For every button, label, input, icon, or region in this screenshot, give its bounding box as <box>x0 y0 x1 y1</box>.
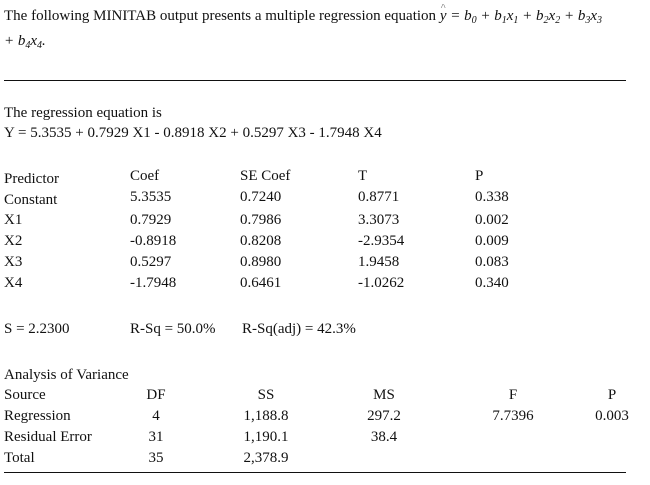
r-sq: R-Sq = 50.0% <box>130 321 216 337</box>
cell: 3.3073 <box>358 212 400 228</box>
intro-paragraph: The following MINITAB output presents a … <box>4 4 650 54</box>
cell: 4 <box>152 408 160 424</box>
table-row: Residual Error 31 1,190.1 38.4 <box>4 427 644 448</box>
y-hat-symbol: y <box>440 4 447 29</box>
cell: 35 <box>148 450 164 466</box>
cell: 1.9458 <box>358 254 400 270</box>
cell: 0.8771 <box>358 189 400 205</box>
cell: X3 <box>4 254 23 270</box>
cell: 0.8980 <box>240 254 282 270</box>
table-row: Total 35 2,378.9 <box>4 448 644 469</box>
cell: X2 <box>4 233 23 249</box>
r-sq-adj: R-Sq(adj) = 42.3% <box>242 321 356 337</box>
cell: 297.2 <box>367 408 401 424</box>
cell: Residual Error <box>4 429 92 445</box>
cell: Total <box>4 450 35 466</box>
cell: 0.7986 <box>240 212 282 228</box>
col-header: Predictor <box>4 171 59 187</box>
cell: 0.7929 <box>130 212 172 228</box>
cell: 31 <box>148 429 164 445</box>
cell: -1.7948 <box>130 275 177 291</box>
cell: 0.340 <box>475 275 509 291</box>
cell: 0.5297 <box>130 254 172 270</box>
equation-line1: = b0 + b1x1 + b2x2 + b3x3 <box>446 8 602 26</box>
regression-equation-block: The regression equation is Y = 5.3535 + … <box>4 103 382 143</box>
col-header: P <box>475 168 484 184</box>
table-row: Regression 4 1,188.8 297.2 7.7396 0.003 <box>4 406 644 427</box>
col-header: Coef <box>130 168 160 184</box>
cell: 7.7396 <box>492 408 534 424</box>
cell: X1 <box>4 212 23 228</box>
cell: Constant <box>4 192 58 208</box>
cell: -1.0262 <box>358 275 405 291</box>
fit-stats: S = 2.2300 R-Sq = 50.0% R-Sq(adj) = 42.3… <box>4 319 356 339</box>
cell: 0.338 <box>475 189 509 205</box>
col-header: DF <box>146 387 166 403</box>
equation-line2: + b4x4. <box>4 33 46 51</box>
cell: 0.002 <box>475 212 509 228</box>
col-header: P <box>607 387 617 403</box>
col-header: SS <box>257 387 275 403</box>
col-header: SE Coef <box>240 168 291 184</box>
s-value: S = 2.2300 <box>4 321 70 337</box>
intro-text: The following MINITAB output presents a … <box>4 8 437 24</box>
cell: 0.6461 <box>240 275 282 291</box>
col-header: F <box>508 387 518 403</box>
cell: -2.9354 <box>358 233 405 249</box>
bottom-divider <box>4 472 626 473</box>
cell: 38.4 <box>370 429 398 445</box>
cell: 5.3535 <box>130 189 172 205</box>
cell: 0.083 <box>475 254 509 270</box>
col-header: T <box>358 168 368 184</box>
cell: -0.8918 <box>130 233 177 249</box>
col-header: Source <box>4 387 46 403</box>
cell: 0.003 <box>595 408 629 424</box>
col-header: MS <box>373 387 395 403</box>
regression-heading: The regression equation is <box>4 105 162 121</box>
cell: 1,188.8 <box>243 408 289 424</box>
cell: 1,190.1 <box>243 429 289 445</box>
cell: 0.7240 <box>240 189 282 205</box>
anova-title: Analysis of Variance <box>4 367 129 383</box>
cell: Regression <box>4 408 71 424</box>
cell: X4 <box>4 275 23 291</box>
regression-equation: Y = 5.3535 + 0.7929 X1 - 0.8918 X2 + 0.5… <box>4 125 382 141</box>
cell: 2,378.9 <box>243 450 289 466</box>
anova-header-row: Source DF SS MS F P <box>4 385 644 406</box>
cell: 0.8208 <box>240 233 282 249</box>
cell: 0.009 <box>475 233 509 249</box>
top-divider <box>4 80 626 81</box>
